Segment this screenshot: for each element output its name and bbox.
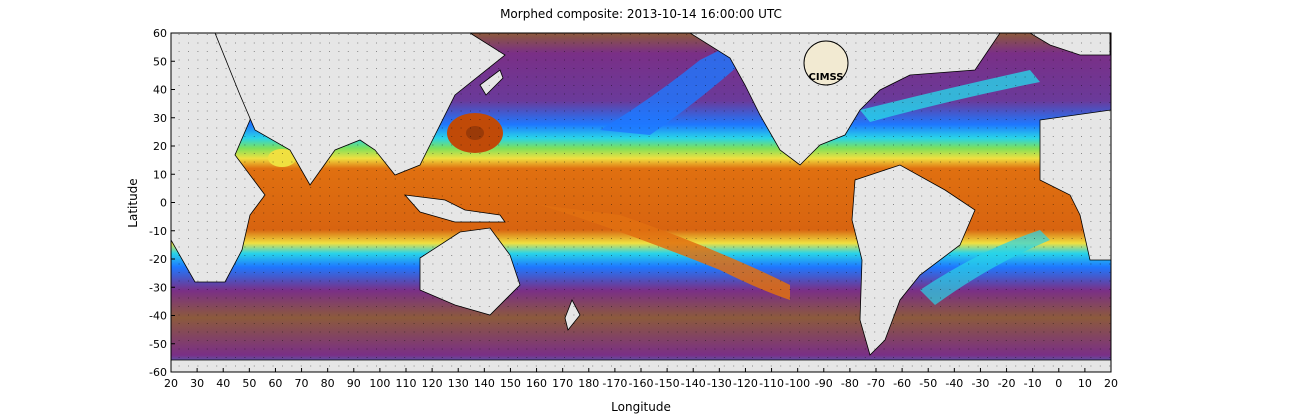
map-plot-area: [171, 33, 1111, 372]
y-tick-label: -10: [149, 225, 167, 238]
logo-text: CIMSS: [809, 72, 844, 83]
y-tick-label: 30: [153, 112, 167, 125]
y-tick-label: -60: [149, 366, 167, 379]
x-tick-label: -140: [681, 377, 706, 390]
y-tick-label: 50: [153, 55, 167, 68]
y-tick-label: 40: [153, 84, 167, 97]
y-tick-label: 10: [153, 168, 167, 181]
x-tick-label: 70: [295, 377, 309, 390]
y-tick-label: -50: [149, 338, 167, 351]
x-tick-label: -70: [867, 377, 885, 390]
x-tick-label: 130: [448, 377, 469, 390]
x-tick-label: -120: [733, 377, 758, 390]
cimss-logo: CIMSS: [803, 40, 849, 86]
x-tick-label: -110: [759, 377, 784, 390]
x-tick-label: -20: [998, 377, 1016, 390]
y-tick-label: -20: [149, 253, 167, 266]
y-tick-label: -40: [149, 310, 167, 323]
x-tick-label: 160: [526, 377, 547, 390]
graticule-dots: [171, 33, 1111, 372]
x-tick-label: 0: [1055, 377, 1062, 390]
logo-disc: [803, 40, 849, 86]
y-axis-ticks: 60 50 40 30 20 10 0 -10 -20 -30 -40 -50 -60: [149, 27, 175, 379]
x-tick-label: -170: [602, 377, 627, 390]
x-tick-label: -30: [971, 377, 989, 390]
x-tick-label: 120: [422, 377, 443, 390]
x-tick-label: 180: [578, 377, 599, 390]
y-axis-label: Latitude: [126, 178, 140, 227]
x-tick-label: 140: [474, 377, 495, 390]
x-tick-label: -50: [919, 377, 937, 390]
x-tick-label: -150: [655, 377, 680, 390]
x-tick-label: -10: [1024, 377, 1042, 390]
y-tick-label: 60: [153, 27, 167, 40]
x-tick-label: -80: [841, 377, 859, 390]
x-tick-label: 50: [242, 377, 256, 390]
x-tick-label: -100: [785, 377, 810, 390]
x-tick-label: -160: [629, 377, 654, 390]
x-tick-label: -130: [707, 377, 732, 390]
x-tick-label: 40: [216, 377, 230, 390]
x-tick-label: 60: [268, 377, 282, 390]
y-tick-label: 0: [160, 197, 167, 210]
x-tick-label: 20: [164, 377, 178, 390]
x-tick-label: 30: [190, 377, 204, 390]
x-tick-label: -40: [945, 377, 963, 390]
x-tick-label: 100: [369, 377, 390, 390]
x-tick-label: -60: [893, 377, 911, 390]
x-tick-label: 80: [321, 377, 335, 390]
figure-title: Morphed composite: 2013-10-14 16:00:00 U…: [500, 7, 782, 21]
x-axis-ticks: 20 30 40 50 60 70 80 90 100 110 120 130 140 150 160 170…: [164, 368, 1118, 390]
x-tick-label: 10: [1078, 377, 1092, 390]
x-tick-label: 90: [347, 377, 361, 390]
x-tick-label: 170: [552, 377, 573, 390]
x-tick-label: 150: [500, 377, 521, 390]
x-tick-label: 110: [396, 377, 417, 390]
x-tick-label: 20: [1104, 377, 1118, 390]
x-tick-label: -90: [815, 377, 833, 390]
x-axis-label: Longitude: [611, 400, 671, 414]
y-tick-label: -30: [149, 281, 167, 294]
y-tick-label: 20: [153, 140, 167, 153]
